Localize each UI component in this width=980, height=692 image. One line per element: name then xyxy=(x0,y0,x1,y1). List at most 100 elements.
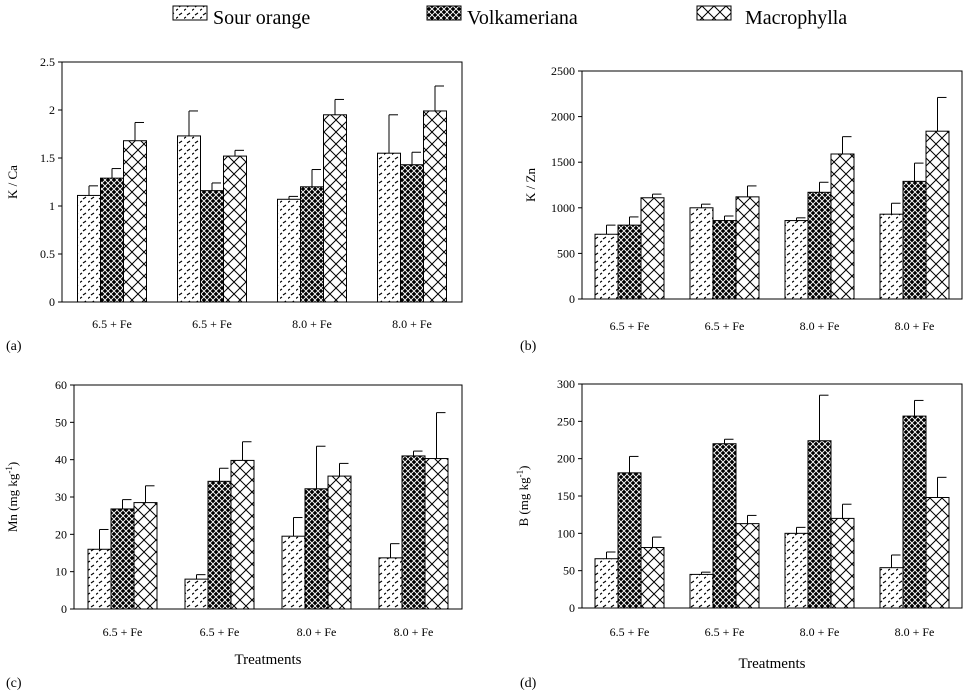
legend-label-macrophylla: Macrophylla xyxy=(745,7,847,29)
y-tick-label: 200 xyxy=(557,452,575,466)
bar-volkameriana-4 xyxy=(400,164,424,303)
bar-sour-orange-4 xyxy=(378,557,403,610)
y-tick-label: 250 xyxy=(557,414,575,428)
x-category-label: 6.5 + Fe xyxy=(610,319,650,333)
y-tick-label: 2000 xyxy=(551,110,575,124)
bar-sour-orange-4 xyxy=(879,213,904,300)
panel-label: (a) xyxy=(6,339,22,354)
bar-volkameriana-2 xyxy=(712,443,737,609)
bar-macrophylla-4 xyxy=(925,130,950,300)
bar-sour-orange-4 xyxy=(377,152,401,303)
bar-macrophylla-3 xyxy=(323,114,347,303)
x-category-label: 6.5 + Fe xyxy=(103,625,143,639)
legend-swatch-sour-orange xyxy=(172,5,208,21)
legend-label-sour-orange: Sour orange xyxy=(213,7,310,29)
bar-volkameriana-1 xyxy=(617,224,642,300)
y-tick-label: 1 xyxy=(49,199,55,213)
panel-label: (b) xyxy=(520,339,537,354)
y-tick-label: 2.5 xyxy=(40,55,55,69)
bar-macrophylla-1 xyxy=(640,547,665,609)
bar-macrophylla-4 xyxy=(424,458,449,610)
bar-volkameriana-4 xyxy=(902,180,927,300)
bar-sour-orange-2 xyxy=(689,573,714,609)
bar-sour-orange-3 xyxy=(281,535,306,610)
bar-sour-orange-3 xyxy=(784,220,809,300)
bar-sour-orange-3 xyxy=(277,198,301,303)
bar-sour-orange-3 xyxy=(784,532,809,609)
legend: Sour orange Volkameriana Macrophylla xyxy=(172,5,847,29)
bar-volkameriana-1 xyxy=(110,508,135,610)
panel-label: (c) xyxy=(6,676,22,691)
y-tick-label: 1500 xyxy=(551,155,575,169)
y-tick-label: 0 xyxy=(61,602,67,616)
bar-macrophylla-3 xyxy=(830,153,855,300)
y-tick-label: 150 xyxy=(557,489,575,503)
y-tick-label: 40 xyxy=(55,453,67,467)
plot-frame xyxy=(61,61,463,303)
bar-volkameriana-2 xyxy=(712,220,737,300)
legend-swatch-volkameriana xyxy=(426,5,462,21)
bar-volkameriana-3 xyxy=(304,488,329,610)
bar-sour-orange-4 xyxy=(879,567,904,609)
x-category-label: 6.5 + Fe xyxy=(705,319,745,333)
plot-frame xyxy=(581,70,963,300)
x-category-label: 8.0 + Fe xyxy=(394,625,434,639)
bar-sour-orange-1 xyxy=(77,194,101,303)
x-category-label: 8.0 + Fe xyxy=(895,319,935,333)
bar-sour-orange-2 xyxy=(689,207,714,300)
y-axis-label: K / Ca xyxy=(5,165,20,199)
x-category-label: 6.5 + Fe xyxy=(200,625,240,639)
bar-volkameriana-4 xyxy=(902,415,927,609)
x-axis-title: Treatments xyxy=(235,652,302,668)
bar-macrophylla-4 xyxy=(423,110,447,303)
y-tick-label: 20 xyxy=(55,527,67,541)
y-tick-label: 60 xyxy=(55,378,67,392)
panel-label: (d) xyxy=(520,676,537,691)
legend-label-volkameriana: Volkameriana xyxy=(467,7,578,29)
y-tick-label: 10 xyxy=(55,565,67,579)
y-tick-label: 0 xyxy=(569,601,575,615)
x-category-label: 6.5 + Fe xyxy=(705,625,745,639)
x-category-label: 6.5 + Fe xyxy=(192,317,232,331)
panel-d: 0 50 100 150 200 250 300 6.5 + Fe 6.5 + Fe 8.0 + … xyxy=(515,377,963,691)
bar-macrophylla-2 xyxy=(230,459,255,610)
y-axis-label: Mn (mg kg-1) xyxy=(4,462,20,532)
bar-macrophylla-2 xyxy=(223,155,247,303)
y-tick-label: 50 xyxy=(55,415,67,429)
y-tick-label: 100 xyxy=(557,526,575,540)
y-tick-label: 1.5 xyxy=(40,151,55,165)
x-category-label: 8.0 + Fe xyxy=(392,317,432,331)
y-tick-label: 30 xyxy=(55,490,67,504)
bar-volkameriana-1 xyxy=(100,177,124,303)
bar-sour-orange-1 xyxy=(594,233,619,300)
y-tick-label: 500 xyxy=(557,246,575,260)
x-category-label: 8.0 + Fe xyxy=(895,625,935,639)
y-tick-label: 2500 xyxy=(551,64,575,78)
panel-c: 0 10 20 30 40 50 60 6.5 + Fe 6.5 + Fe 8.0 + Fe 8.0… xyxy=(4,378,463,691)
bar-macrophylla-4 xyxy=(925,496,950,609)
x-axis-title: Treatments xyxy=(739,656,806,672)
bar-sour-orange-1 xyxy=(594,558,619,609)
bar-volkameriana-2 xyxy=(207,480,232,610)
x-category-label: 6.5 + Fe xyxy=(92,317,132,331)
bar-macrophylla-1 xyxy=(640,197,665,300)
panel-a: 0 0.5 1 1.5 2 2.5 6.5 + Fe 6.5 + Fe 8.0 + Fe 8.0 … xyxy=(5,55,463,354)
bar-volkameriana-2 xyxy=(200,190,224,303)
bar-volkameriana-3 xyxy=(300,186,324,303)
y-tick-label: 1000 xyxy=(551,201,575,215)
x-category-label: 8.0 + Fe xyxy=(297,625,337,639)
bar-sour-orange-2 xyxy=(177,135,201,303)
bar-sour-orange-1 xyxy=(87,548,112,610)
bar-sour-orange-2 xyxy=(184,578,209,610)
bar-volkameriana-4 xyxy=(401,455,426,610)
bar-volkameriana-3 xyxy=(807,191,832,300)
y-tick-label: 300 xyxy=(557,377,575,391)
bar-volkameriana-3 xyxy=(807,440,832,609)
y-tick-label: 2 xyxy=(49,103,55,117)
x-category-label: 8.0 + Fe xyxy=(800,319,840,333)
y-tick-label: 50 xyxy=(563,564,575,578)
bar-macrophylla-1 xyxy=(133,502,158,610)
x-category-label: 8.0 + Fe xyxy=(292,317,332,331)
x-category-label: 8.0 + Fe xyxy=(800,625,840,639)
